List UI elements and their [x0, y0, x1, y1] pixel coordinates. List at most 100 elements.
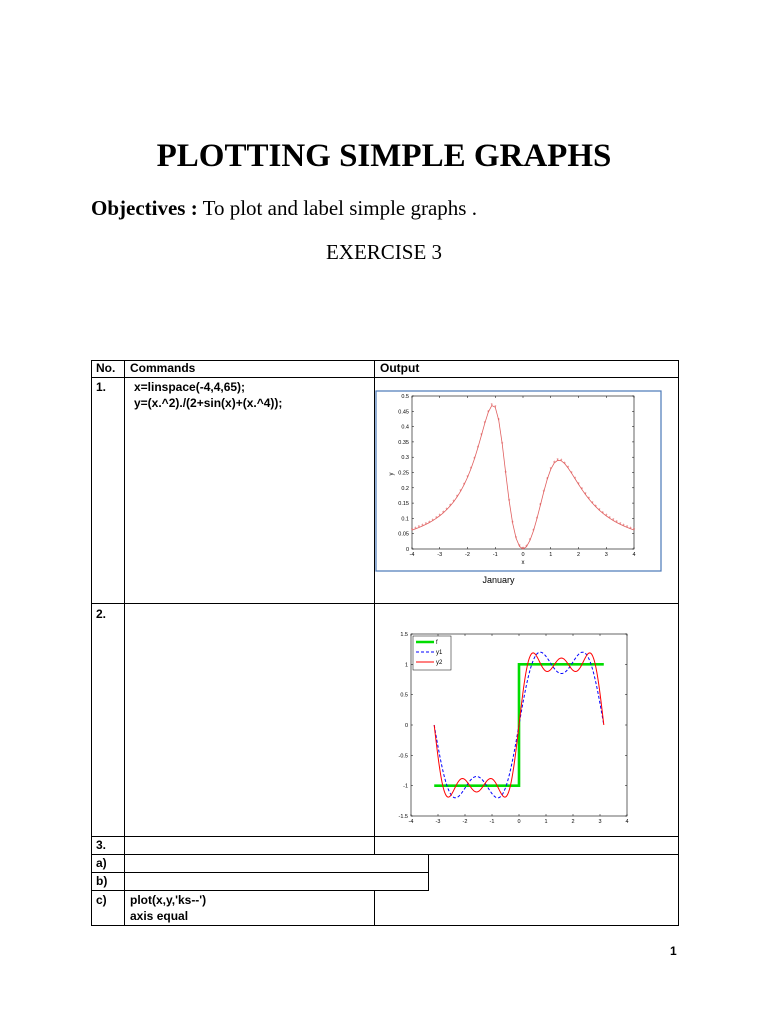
- data-point-marker: *: [619, 522, 622, 528]
- y-tick-label: 0.5: [400, 693, 408, 699]
- y-tick-label: -0.5: [399, 753, 408, 759]
- objectives-text: To plot and label simple graphs .: [197, 196, 477, 220]
- table-border: [91, 360, 679, 361]
- data-point-marker: *: [546, 477, 549, 483]
- chart-1: -4 -3 -2 -1 0 1 2 3 4 0 0.05 0.1 0.15 0.2 0.25 0.3 0.35 0…: [375, 390, 662, 572]
- data-point-marker: *: [626, 526, 629, 532]
- data-point-marker: *: [414, 527, 417, 533]
- data-point-marker: *: [418, 526, 421, 532]
- table-border: [91, 603, 679, 604]
- data-point-marker: *: [560, 459, 563, 465]
- y-axis-label: y: [389, 473, 395, 476]
- data-point-marker: *: [609, 517, 612, 523]
- data-point-marker: *: [498, 418, 501, 424]
- data-point-marker: *: [539, 504, 542, 510]
- data-point-marker: *: [428, 521, 431, 527]
- data-point-marker: *: [411, 528, 414, 534]
- row-number: 1.: [96, 380, 107, 394]
- row-number: 2.: [96, 607, 107, 621]
- command-line: x=linspace(-4,4,65);: [134, 380, 246, 394]
- x-tick-label: -3: [437, 552, 442, 558]
- y-tick-label: 0.35: [398, 440, 409, 446]
- data-point-marker: *: [473, 457, 476, 463]
- command-line: plot(x,y,'ks--'): [130, 893, 207, 907]
- data-point-marker: *: [602, 511, 605, 517]
- x-tick-label: 4: [625, 819, 628, 825]
- data-point-marker: *: [605, 514, 608, 520]
- data-point-marker: *: [588, 497, 591, 503]
- header-commands: Commands: [130, 361, 196, 375]
- data-point-marker: *: [449, 504, 452, 510]
- data-point-marker: *: [491, 404, 494, 410]
- data-point-marker: *: [425, 523, 428, 529]
- x-tick-label: -1: [490, 819, 495, 825]
- data-point-marker: *: [529, 539, 532, 545]
- y-tick-label: 0: [406, 547, 409, 553]
- objectives-label: Objectives :: [91, 196, 198, 220]
- table-border: [91, 890, 428, 891]
- x-tick-label: 3: [598, 819, 601, 825]
- x-tick-label: 0: [521, 552, 524, 558]
- data-point-marker: *: [622, 524, 625, 530]
- table-border: [91, 377, 679, 378]
- data-point-marker: *: [543, 490, 546, 496]
- data-point-marker: *: [550, 468, 553, 474]
- table-border: [124, 360, 125, 926]
- chart-caption: January: [482, 575, 515, 585]
- data-point-marker: *: [484, 421, 487, 427]
- x-tick-label: 3: [605, 552, 608, 558]
- table-border: [678, 360, 679, 926]
- data-point-marker: *: [470, 467, 473, 473]
- data-point-marker: *: [595, 505, 598, 511]
- data-point-marker: *: [442, 511, 445, 517]
- data-point-marker: *: [463, 483, 466, 489]
- x-tick-label: 0: [517, 819, 520, 825]
- y-tick-label: 0.05: [398, 532, 409, 538]
- y-tick-label: 0.1: [401, 516, 409, 522]
- x-tick-label: -2: [463, 819, 468, 825]
- x-tick-label: 2: [571, 819, 574, 825]
- data-point-marker: *: [581, 488, 584, 494]
- data-point-marker: *: [574, 477, 577, 483]
- y-tick-label: 0.15: [398, 501, 409, 507]
- page-title: PLOTTING SIMPLE GRAPHS: [156, 138, 612, 174]
- data-point-marker: *: [615, 521, 618, 527]
- data-point-marker: *: [511, 521, 514, 527]
- table-border: [374, 360, 375, 855]
- table-border: [91, 925, 679, 926]
- x-tick-label: -4: [410, 552, 415, 558]
- exercise-heading: EXERCISE 3: [325, 240, 443, 264]
- data-point-marker: *: [459, 490, 462, 496]
- table-border: [91, 360, 92, 926]
- x-tick-label: 1: [549, 552, 552, 558]
- y-tick-label: -1.5: [399, 814, 408, 820]
- data-point-marker: *: [532, 529, 535, 535]
- y-tick-label: 1.5: [400, 632, 408, 638]
- y-tick-label: 0.3: [401, 455, 409, 461]
- y-tick-label: -1: [403, 784, 408, 790]
- y-tick-label: 0: [405, 723, 408, 729]
- data-point-marker: *: [515, 536, 518, 542]
- x-tick-label: 1: [544, 819, 547, 825]
- x-axis-label: x: [522, 560, 525, 566]
- data-point-marker: *: [501, 442, 504, 448]
- data-point-marker: *: [536, 517, 539, 523]
- row-number: 3.: [96, 838, 107, 852]
- y-tick-label: 0.25: [398, 471, 409, 477]
- data-point-marker: *: [508, 499, 511, 505]
- header-no: No.: [96, 361, 116, 375]
- data-point-marker: *: [456, 495, 459, 501]
- data-point-marker: *: [584, 493, 587, 499]
- data-point-marker: *: [504, 471, 507, 477]
- data-point-marker: *: [452, 500, 455, 506]
- data-point-marker: *: [522, 547, 525, 553]
- command-line: axis equal: [130, 909, 189, 923]
- data-point-marker: *: [487, 410, 490, 416]
- data-point-marker: *: [557, 459, 560, 465]
- x-tick-label: -1: [493, 552, 498, 558]
- data-point-marker: *: [446, 508, 449, 514]
- table-border: [91, 836, 679, 837]
- data-point-marker: *: [477, 446, 480, 452]
- table-border: [91, 854, 679, 855]
- data-point-marker: *: [598, 508, 601, 514]
